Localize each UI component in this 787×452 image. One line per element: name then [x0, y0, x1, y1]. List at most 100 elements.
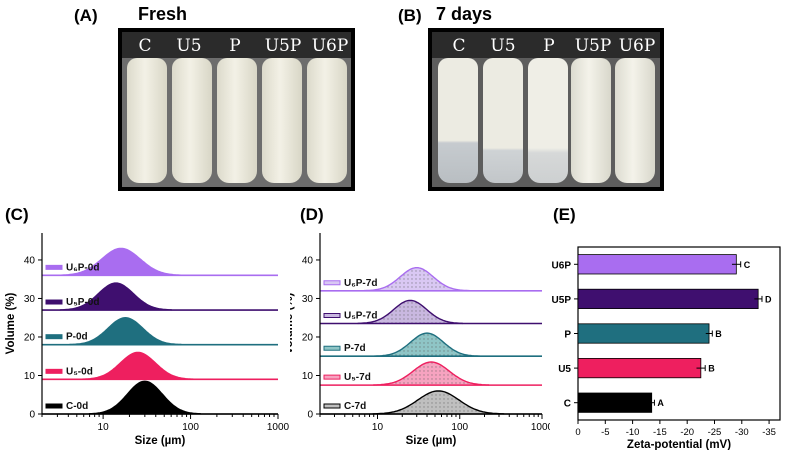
legend-label-C-0d: C-0d — [66, 401, 88, 412]
panel-a-label: (A) — [74, 6, 98, 25]
series-line-C-7d — [372, 390, 505, 415]
vial — [528, 58, 568, 183]
legend-swatch-U5P-7d — [323, 313, 341, 318]
chart-e: C U6P D U5P B P B U5 A C 0 -5 -10 -15 -20 -25 -30 -35 Zeta… — [552, 246, 781, 450]
panel-a-sample-label: P — [229, 36, 241, 56]
y-tick-label: 40 — [24, 255, 36, 266]
series-line-U6P-7d — [364, 267, 470, 292]
x-axis-title: Size (µm) — [135, 435, 186, 447]
series-area-C-0d — [88, 381, 201, 414]
series-line-C-0d — [88, 380, 201, 415]
legend-label-U5-7d: U₅-7d — [344, 372, 371, 383]
y-tick-label: 0 — [29, 410, 35, 421]
panel-b-sample-label: C — [452, 36, 466, 56]
significance-letter-U5: B — [708, 364, 715, 374]
y-tick-label: 10 — [302, 371, 314, 382]
series-texture-C-7d — [372, 390, 505, 414]
legend-label-C-7d: C-7d — [344, 401, 366, 412]
y-tick-label: 0 — [307, 410, 313, 421]
y-axis-title: Volume (%) — [290, 292, 295, 354]
chart-d: C-7d U₅-7d P-7d U₅P-7d U₆P-7d 10 100 1000 0 10 20 3… — [290, 233, 550, 447]
series-line-U5-0d — [81, 351, 194, 380]
y-tick-label: 20 — [302, 332, 314, 343]
y-tick-label: 10 — [24, 371, 36, 382]
panel-c-label: (C) — [5, 205, 29, 224]
x-tick-label: -10 — [626, 427, 640, 438]
panel-e-label: (E) — [553, 205, 576, 224]
legend-label-P-0d: P-0d — [66, 332, 88, 343]
legend-label-P-7d: P-7d — [344, 343, 366, 354]
panel-a-sample-label: U6P — [311, 36, 349, 56]
legend-swatch-C-0d — [45, 403, 63, 409]
category-label-U5P: U5P — [552, 295, 572, 306]
series-texture-U6P-7d — [364, 267, 470, 291]
legend-label-U5-0d: U₅-0d — [66, 366, 93, 377]
panel-b-sample-label: P — [543, 36, 555, 56]
series-texture-U5-7d — [373, 362, 490, 386]
y-tick-label: 30 — [24, 294, 36, 305]
panel-a-sample-label: C — [138, 36, 152, 56]
legend-label-U6P-0d: U₆P-0d — [66, 262, 99, 273]
series-line-U5P-7d — [357, 299, 463, 325]
vial — [127, 58, 167, 183]
category-label-C: C — [564, 399, 571, 410]
x-tick-label: 1000 — [267, 422, 290, 433]
legend-label-U6P-7d: U₆P-7d — [344, 278, 377, 289]
panel-b-sample-label: U5 — [490, 36, 516, 56]
vial — [615, 58, 655, 183]
x-tick-label: 0 — [575, 427, 580, 438]
legend-swatch-U5P-0d — [45, 299, 63, 305]
legend-label-U5P-7d: U₅P-7d — [344, 311, 377, 322]
x-tick-label: -20 — [680, 427, 694, 438]
legend-swatch-U6P-7d — [323, 280, 341, 286]
vial — [438, 58, 478, 183]
series-area-U5-0d — [81, 352, 194, 380]
significance-letter-P: B — [715, 329, 722, 339]
x-tick-label: -15 — [653, 427, 667, 438]
panel-b-title: 7 days — [436, 4, 493, 24]
series-line-U5-7d — [373, 361, 490, 386]
x-tick-label: -35 — [762, 427, 776, 438]
x-tick-label: -30 — [735, 427, 749, 438]
series-texture-P-7d — [374, 333, 480, 357]
series-line-P-0d — [69, 316, 182, 346]
bar-P — [577, 323, 710, 344]
vial — [571, 58, 611, 183]
legend-swatch-U6P-0d — [45, 264, 63, 270]
y-tick-label: 20 — [24, 332, 36, 343]
category-label-P: P — [564, 330, 571, 341]
x-tick-label: 100 — [451, 422, 468, 433]
panel-d-label: (D) — [300, 205, 324, 224]
legend-swatch-C-7d — [323, 403, 341, 409]
x-axis-title: Size (µm) — [406, 435, 457, 447]
panel-a-title: Fresh — [138, 4, 188, 24]
significance-letter-U6P: C — [744, 260, 751, 270]
legend-swatch-U5-0d — [45, 368, 63, 374]
legend-swatch-P-0d — [45, 334, 63, 340]
legend-swatch-U5-7d — [323, 374, 341, 380]
x-tick-label: 10 — [98, 422, 110, 433]
significance-letter-U5P: D — [765, 294, 772, 304]
x-tick-label: -25 — [708, 427, 722, 438]
vial — [172, 58, 212, 183]
panel-b-sample-label: U6P — [618, 36, 656, 56]
vial — [483, 58, 523, 183]
category-label-U5: U5 — [558, 364, 571, 375]
vial — [262, 58, 302, 183]
legend-swatch-P-7d — [323, 345, 341, 351]
chart-c: C-0d U₅-0d P-0d U₅P-0d U₆P-0d 10 100 1000 0 10 20 3… — [5, 233, 290, 447]
bar-U6P — [577, 254, 737, 275]
x-tick-label: -5 — [601, 427, 609, 438]
panel-b-label: (B) — [398, 6, 422, 25]
x-tick-label: 1000 — [531, 422, 550, 433]
vial — [217, 58, 257, 183]
series-line-U6P-0d — [59, 247, 183, 276]
x-axis-title: Zeta-potential (mV) — [627, 439, 731, 450]
y-axis-title: Volume (%) — [5, 292, 17, 354]
bar-U5 — [577, 358, 702, 379]
significance-letter-C: A — [657, 398, 664, 408]
y-tick-label: 30 — [302, 294, 314, 305]
x-tick-label: 100 — [182, 422, 199, 433]
bar-U5P — [577, 288, 759, 309]
panel-a-sample-label: U5 — [176, 36, 202, 56]
